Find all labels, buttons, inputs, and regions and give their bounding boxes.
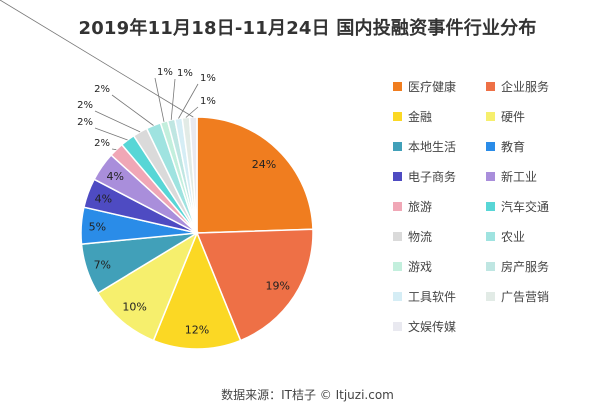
slice-label-3: 10% <box>122 300 146 313</box>
legend-swatch <box>486 202 495 211</box>
legend-item-13: 房产服务 <box>486 259 549 275</box>
legend-item-1: 企业服务 <box>486 79 549 95</box>
legend-item-2: 金融 <box>393 109 432 125</box>
legend-label: 物流 <box>408 230 433 244</box>
legend-item-0: 医疗健康 <box>393 79 456 95</box>
legend-label: 新工业 <box>501 170 538 184</box>
leader-line-8 <box>111 148 117 151</box>
legend-label: 工具软件 <box>408 290 457 304</box>
legend-swatch <box>486 172 495 181</box>
slice-label-6: 4% <box>95 193 112 206</box>
legend-label: 金融 <box>408 110 433 124</box>
legend-label: 企业服务 <box>501 80 550 94</box>
legend-label: 教育 <box>501 140 526 154</box>
legend-item-10: 物流 <box>393 229 432 245</box>
legend-label: 电子商务 <box>408 170 457 184</box>
leader-line-9 <box>94 127 128 141</box>
legend-item-15: 广告营销 <box>486 289 549 305</box>
pie-slice-0 <box>196 116 314 234</box>
slice-label-11: 2% <box>94 84 110 95</box>
pie-slice-3 <box>96 231 199 342</box>
legend-swatch <box>486 82 495 91</box>
legend-item-12: 游戏 <box>393 259 432 275</box>
legend-item-11: 农业 <box>486 229 525 245</box>
leader-line-10 <box>94 110 141 133</box>
legend-swatch <box>393 262 402 271</box>
pie-slice-2 <box>152 231 242 350</box>
pie-slice-1 <box>195 228 314 342</box>
slice-label-13: 1% <box>177 68 193 79</box>
leader-line-16 <box>0 0 194 118</box>
leader-line-13 <box>170 78 176 120</box>
legend-swatch <box>393 292 402 301</box>
legend-swatch <box>393 172 402 181</box>
legend-label: 房产服务 <box>501 260 550 274</box>
legend-swatch <box>393 82 402 91</box>
legend-label: 文娱传媒 <box>408 320 457 334</box>
slice-label-16: 1% <box>0 0 16 3</box>
legend-item-16: 文娱传媒 <box>393 319 456 335</box>
legend-item-6: 电子商务 <box>393 169 456 185</box>
slice-label-2: 12% <box>185 323 209 336</box>
slice-label-12: 1% <box>157 67 173 78</box>
legend-item-5: 教育 <box>486 139 525 155</box>
legend-swatch <box>486 112 495 121</box>
legend-swatch <box>486 262 495 271</box>
slice-label-1: 19% <box>265 280 289 293</box>
leader-line-15 <box>185 106 199 118</box>
legend-label: 汽车交通 <box>501 200 550 214</box>
chart-title: 2019年11月18日-11月24日 国内投融资事件行业分布 <box>78 18 537 39</box>
slice-label-9: 2% <box>77 117 93 128</box>
legend-item-9: 汽车交通 <box>486 199 549 215</box>
legend-swatch <box>393 232 402 241</box>
slice-label-0: 24% <box>252 158 276 171</box>
slice-label-14: 1% <box>200 73 216 84</box>
legend-label: 医疗健康 <box>408 80 457 94</box>
legend-item-3: 硬件 <box>486 109 525 125</box>
legend-item-8: 旅游 <box>393 199 432 215</box>
leader-line-11 <box>111 94 154 126</box>
legend-swatch <box>393 322 402 331</box>
slice-label-15: 1% <box>200 96 216 107</box>
legend-label: 硬件 <box>501 110 526 124</box>
legend-label: 本地生活 <box>408 140 457 154</box>
legend-label: 农业 <box>501 230 526 244</box>
legend-swatch <box>486 142 495 151</box>
legend-swatch <box>486 232 495 241</box>
legend-label: 游戏 <box>408 260 433 274</box>
legend-item-14: 工具软件 <box>393 289 456 305</box>
legend-item-7: 新工业 <box>486 169 537 185</box>
data-source-note: 数据来源：IT桔子 © Itjuzi.com <box>221 388 394 402</box>
legend-label: 旅游 <box>408 200 433 214</box>
slice-label-10: 2% <box>77 100 93 111</box>
legend-swatch <box>393 202 402 211</box>
slice-label-4: 7% <box>94 258 111 271</box>
legend-swatch <box>393 112 402 121</box>
legend-swatch <box>393 142 402 151</box>
legend-label: 广告营销 <box>501 290 550 304</box>
leader-line-12 <box>154 77 165 122</box>
slice-label-7: 4% <box>106 170 123 183</box>
legend-item-4: 本地生活 <box>393 139 456 155</box>
slice-label-8: 2% <box>94 138 110 149</box>
slice-label-5: 5% <box>89 221 106 234</box>
legend-swatch <box>486 292 495 301</box>
leader-line-14 <box>178 83 199 119</box>
